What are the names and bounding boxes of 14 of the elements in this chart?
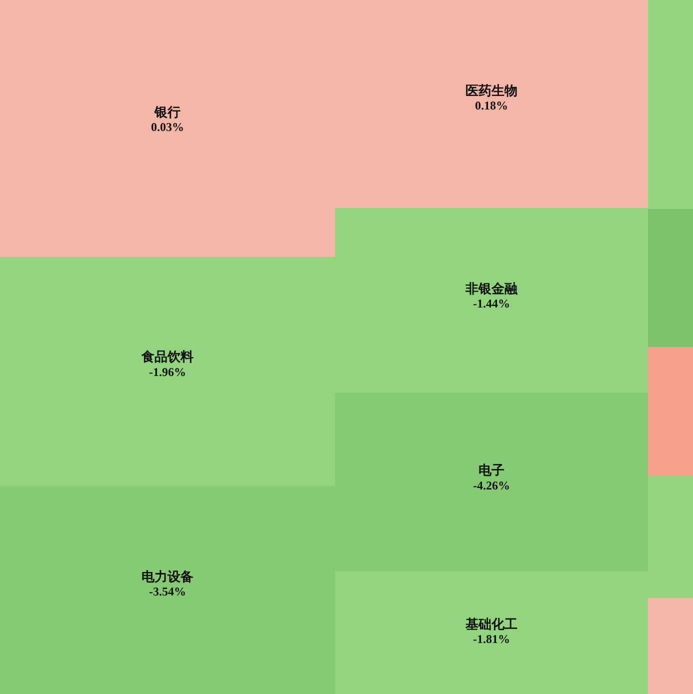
- category-label: 基础化工: [464, 617, 518, 632]
- data-label: -4.26%: [473, 478, 510, 492]
- data-label: -1.81%: [473, 632, 510, 646]
- data-label: 0.03%: [151, 120, 184, 134]
- data-label: -1.96%: [149, 364, 186, 379]
- data-label: -1.44%: [473, 296, 510, 310]
- category-label: 银行: [154, 105, 180, 120]
- category-label: 电子: [478, 464, 504, 479]
- category-label: 电力设备: [142, 570, 194, 585]
- data-label: 0.18%: [475, 98, 508, 113]
- category-label: 食品饮料: [140, 350, 194, 366]
- category-label: 非银金融: [464, 282, 518, 297]
- data-label: -3.54%: [149, 584, 186, 599]
- category-label: 医药生物: [466, 82, 518, 99]
